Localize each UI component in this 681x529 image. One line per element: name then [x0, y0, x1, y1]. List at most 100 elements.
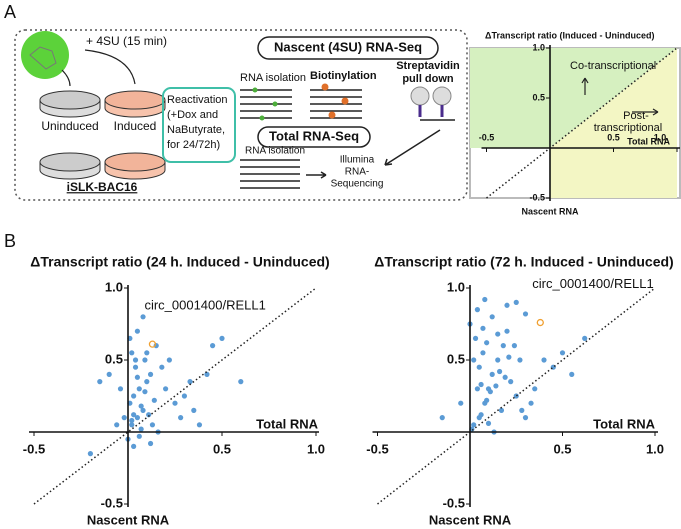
point — [144, 350, 150, 356]
annotation-arrows — [581, 77, 659, 116]
point — [149, 422, 156, 428]
point — [140, 407, 146, 413]
point — [147, 440, 154, 447]
y-tick-label: -0.5 — [101, 495, 123, 510]
point — [142, 357, 148, 363]
point — [528, 400, 534, 406]
point — [559, 350, 566, 356]
highlight-label: circ_0001400/RELL1 — [532, 276, 653, 291]
dishes — [39, 90, 166, 180]
panel-label: B — [4, 231, 16, 251]
point — [458, 400, 464, 406]
highlight-point — [536, 318, 544, 327]
point — [151, 397, 157, 403]
cell-line-label: iSLK-BAC16 — [67, 180, 138, 194]
diagonal — [486, 47, 678, 199]
point — [131, 443, 137, 449]
chart-title: ΔTranscript ratio (24 h. Induced - Unind… — [30, 254, 329, 270]
y-tick-label: 0.5 — [447, 351, 465, 366]
x-axis-label: Total RNA — [256, 416, 318, 431]
x-tick-label: -0.5 — [479, 132, 495, 142]
point — [136, 433, 142, 439]
point — [97, 379, 103, 385]
point — [502, 374, 508, 380]
co-region — [470, 48, 677, 148]
diagonal — [377, 287, 656, 505]
point — [172, 400, 178, 406]
point — [582, 335, 588, 341]
nascent-seq-label: Nascent (4SU) RNA-Seq — [274, 39, 422, 54]
y-tick-label: 0.5 — [105, 351, 123, 366]
point — [159, 364, 165, 370]
point — [471, 422, 477, 428]
highlight-point — [148, 340, 157, 348]
x-tick-label: 1.0 — [654, 132, 667, 142]
point — [129, 417, 135, 424]
y-tick-label: -0.5 — [529, 192, 545, 202]
chart-title: ΔTranscript ratio (72 h. Induced - Unind… — [374, 254, 673, 270]
point — [489, 371, 495, 377]
pulldown-label: pull down — [402, 73, 454, 85]
point — [517, 357, 523, 363]
point — [132, 364, 139, 370]
annotation: transcriptional — [594, 122, 662, 134]
y-tick-label: 0.5 — [532, 92, 545, 102]
uninduced-label: Uninduced — [41, 119, 98, 133]
y-tick-label: 1.0 — [105, 279, 123, 294]
point — [131, 412, 137, 418]
point — [191, 407, 197, 413]
x-tick-label: -0.5 — [23, 441, 45, 456]
point — [482, 296, 488, 303]
sequencing-label: RNA- — [345, 167, 369, 178]
arrows — [61, 49, 136, 87]
point — [522, 415, 529, 421]
point — [134, 374, 140, 380]
highlight-label: circ_0001400/RELL1 — [144, 298, 265, 313]
x-axis-label: Total RNA — [627, 136, 670, 146]
reactivation-text: Reactivation — [167, 94, 228, 106]
point — [497, 368, 503, 375]
y-tick-label: 1.0 — [447, 279, 465, 294]
point — [238, 379, 244, 385]
point — [532, 386, 538, 392]
rna-isolation-label: RNA isolation — [240, 72, 306, 84]
point — [476, 364, 482, 370]
sequencing-label: Sequencing — [331, 179, 384, 190]
point — [500, 343, 506, 349]
point — [166, 357, 172, 363]
point — [138, 426, 144, 432]
point — [508, 379, 514, 385]
biotinylation-label: Biotinylation — [310, 70, 377, 82]
point — [87, 451, 93, 457]
y-tick-label: 1.0 — [532, 42, 545, 52]
point — [484, 397, 490, 403]
point — [134, 415, 140, 421]
label-dots — [252, 83, 452, 121]
point — [181, 393, 187, 399]
point — [474, 386, 480, 392]
y-tick-label: -0.5 — [443, 495, 465, 510]
reactivation-text: for 24/72h) — [167, 139, 220, 151]
point — [474, 307, 480, 313]
point — [210, 343, 216, 349]
x-tick-label: 1.0 — [307, 441, 325, 456]
chart-title: ΔTranscript ratio (Induced - Uninduced) — [485, 30, 654, 40]
point — [472, 335, 479, 341]
point — [478, 412, 484, 418]
diagonal — [33, 287, 317, 505]
x-tick-label: -0.5 — [366, 441, 388, 456]
point — [136, 386, 142, 392]
point — [129, 422, 135, 428]
x-tick-label: 0.5 — [213, 441, 231, 456]
point — [513, 299, 519, 305]
x-tick-label: 1.0 — [646, 441, 664, 456]
x-tick-label: 0.5 — [607, 132, 620, 142]
reactivation-text: NaButyrate, — [167, 124, 225, 136]
total-box — [257, 126, 371, 148]
point — [541, 357, 547, 363]
point — [140, 314, 146, 320]
point — [489, 314, 495, 320]
point — [204, 371, 210, 377]
point — [471, 357, 477, 363]
point — [522, 311, 529, 317]
